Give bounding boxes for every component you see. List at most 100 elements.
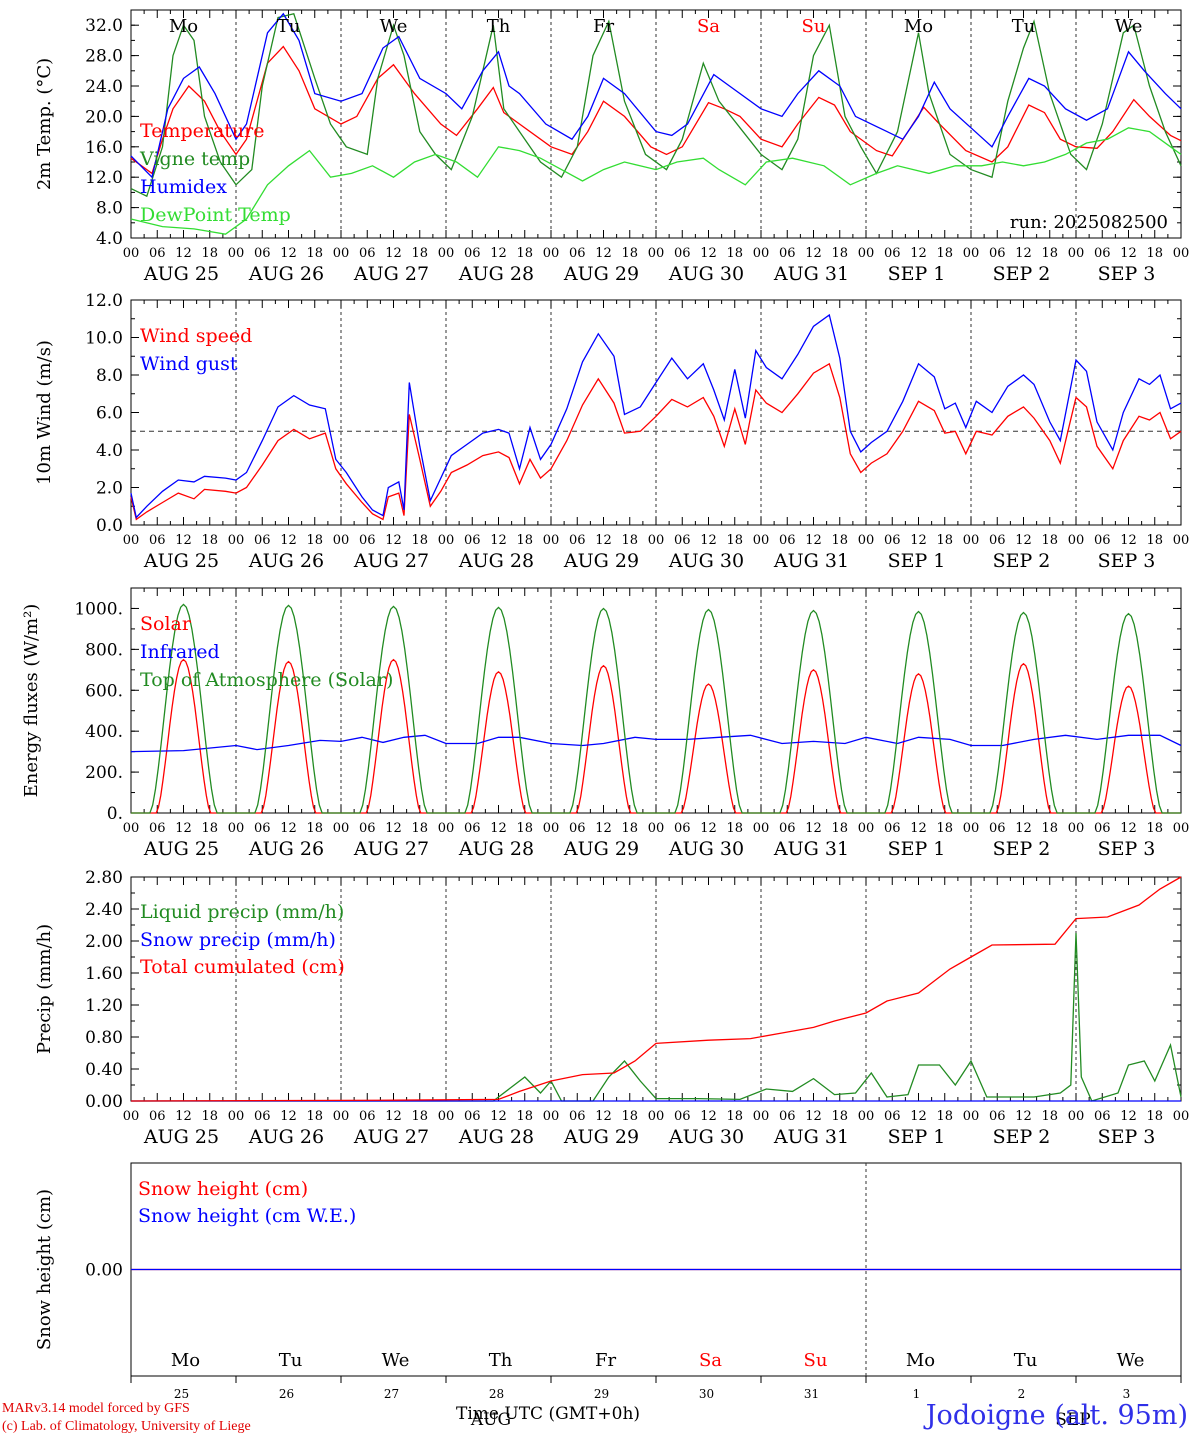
- y-tick-label: 4.0: [96, 441, 123, 461]
- y-tick-label: 4.0: [96, 229, 123, 249]
- hour-label: 00: [438, 246, 455, 261]
- hour-label: 00: [543, 246, 560, 261]
- hour-label: 18: [1041, 246, 1058, 261]
- hour-label: 18: [201, 246, 218, 261]
- hour-label: 00: [753, 821, 770, 836]
- weekday-label: Tu: [279, 1350, 303, 1371]
- hour-label: 18: [621, 821, 638, 836]
- hour-label: 00: [963, 533, 980, 548]
- hour-label: 18: [1041, 1109, 1058, 1124]
- series-line: [130, 876, 1182, 1102]
- y-tick-label: 8.0: [96, 366, 123, 386]
- hour-label: 12: [805, 821, 822, 836]
- hour-label: 18: [936, 1109, 953, 1124]
- series-line: [130, 734, 1182, 753]
- hour-label: 12: [805, 533, 822, 548]
- date-label: AUG 27: [353, 1126, 429, 1148]
- hour-label: 18: [411, 821, 428, 836]
- hour-label: 00: [228, 246, 245, 261]
- hour-label: 00: [228, 821, 245, 836]
- hour-label: 06: [254, 533, 271, 548]
- hour-label: 18: [1146, 246, 1163, 261]
- date-label: SEP 1: [888, 838, 946, 860]
- y-tick-label: 20.0: [85, 107, 123, 127]
- legend-entry: Solar: [140, 613, 192, 635]
- hour-label: 18: [516, 246, 533, 261]
- hour-label: 12: [385, 246, 402, 261]
- date-label: AUG 31: [773, 263, 849, 285]
- hour-label: 06: [779, 1109, 796, 1124]
- hour-label: 00: [228, 1109, 245, 1124]
- hour-label: 12: [595, 246, 612, 261]
- legend-entry: Infrared: [140, 641, 220, 663]
- hour-label: 06: [254, 246, 271, 261]
- date-label: AUG 30: [668, 550, 744, 572]
- hour-label: 18: [201, 1109, 218, 1124]
- hour-label: 18: [306, 246, 323, 261]
- hour-label: 18: [516, 533, 533, 548]
- hour-label: 12: [280, 533, 297, 548]
- hour-label: 00: [858, 246, 875, 261]
- series-line: [130, 313, 1182, 519]
- weekday-label: Su: [804, 1350, 828, 1371]
- hour-label: 18: [411, 1109, 428, 1124]
- month-label: SEP: [1055, 1410, 1091, 1430]
- hour-label: 12: [700, 1109, 717, 1124]
- plot-frame: [130, 587, 1182, 814]
- legend-entry: DewPoint Temp: [140, 204, 291, 226]
- date-label: AUG 26: [248, 550, 324, 572]
- hour-label: 06: [569, 821, 586, 836]
- hour-label: 12: [1015, 1109, 1032, 1124]
- legend-entry: Temperature: [140, 120, 264, 142]
- hour-label: 00: [1173, 821, 1190, 836]
- hour-label: 12: [910, 821, 927, 836]
- credit-footer: MARv3.14 model forced by GFS (c) Lab. of…: [2, 1400, 251, 1436]
- weekday-label: We: [382, 1350, 410, 1371]
- weekday-label: Mo: [171, 1350, 200, 1371]
- hour-label: 00: [1173, 1109, 1190, 1124]
- hour-label: 12: [595, 1109, 612, 1124]
- panel-2: 00 06 12 18 00 06 12 18 00 06 12 18 00 06 12 18 00 06 12 18…: [34, 291, 1189, 572]
- hour-label: 18: [726, 246, 743, 261]
- hour-label: 12: [910, 533, 927, 548]
- date-label: AUG 26: [248, 263, 324, 285]
- hour-label: 00: [963, 1109, 980, 1124]
- date-label: AUG 25: [143, 1126, 219, 1148]
- hour-label: 12: [490, 1109, 507, 1124]
- time-axis-label: Time UTC (GMT+0h): [456, 1404, 641, 1424]
- hour-label: 06: [989, 821, 1006, 836]
- y-tick-label: 0.00: [85, 1092, 123, 1112]
- legend-entry: Wind speed: [140, 325, 252, 347]
- date-label: AUG 29: [563, 263, 639, 285]
- hour-label: 12: [910, 246, 927, 261]
- weekday-label: Th: [487, 16, 511, 37]
- date-label: AUG 26: [248, 838, 324, 860]
- date-label: AUG 28: [458, 263, 534, 285]
- weekday-label: Sa: [697, 16, 720, 37]
- legend-entry: Snow height (cm W.E.): [138, 1205, 356, 1227]
- date-label: SEP 2: [993, 1126, 1051, 1148]
- y-tick-label: 1.20: [85, 996, 123, 1016]
- day-number: 2: [1018, 1387, 1026, 1401]
- hour-label: 12: [175, 821, 192, 836]
- hour-label: 00: [753, 533, 770, 548]
- y-tick-label: 10.0: [85, 329, 123, 349]
- lab-credit: (c) Lab. of Climatology, University of L…: [2, 1419, 251, 1434]
- hour-label: 06: [254, 821, 271, 836]
- hour-label: 12: [385, 821, 402, 836]
- hour-label: 12: [700, 246, 717, 261]
- hour-label: 00: [858, 533, 875, 548]
- hour-label: 18: [936, 821, 953, 836]
- hour-label: 06: [254, 1109, 271, 1124]
- y-tick-label: 200.: [85, 763, 123, 783]
- hour-label: 12: [595, 533, 612, 548]
- hour-label: 18: [1041, 533, 1058, 548]
- hour-label: 18: [831, 821, 848, 836]
- hour-label: 18: [936, 533, 953, 548]
- y-tick-label: 800.: [85, 640, 123, 660]
- date-label: SEP 3: [1098, 550, 1156, 572]
- hour-label: 18: [306, 1109, 323, 1124]
- model-credit: MARv3.14 model forced by GFS: [2, 1401, 190, 1416]
- y-axis-label: Energy fluxes (W/m²): [21, 604, 42, 798]
